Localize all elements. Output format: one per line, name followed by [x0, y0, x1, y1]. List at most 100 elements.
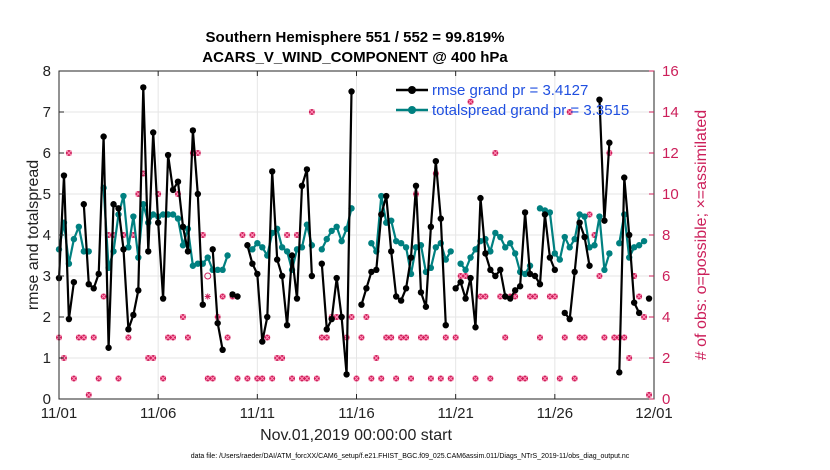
footer-data-file: data file: /Users/raeder/DAI/ATM_forcXX/…: [191, 453, 630, 460]
totalspread-point: [169, 211, 177, 218]
rmse-point: [442, 322, 449, 329]
totalspread-point: [566, 244, 573, 251]
obs-cross-b: [437, 375, 444, 382]
obs-cross-b: [274, 355, 281, 361]
legend-rmse-label: rmse grand pr = 3.4127: [432, 82, 588, 99]
obs-assimilated-point: [100, 293, 107, 300]
rmse-point: [293, 295, 301, 302]
obs-cross-b: [586, 211, 593, 218]
obs-cross-b: [80, 334, 87, 341]
obs-cross-b: [556, 375, 563, 382]
rmse-point: [174, 178, 182, 185]
rmse-point: [169, 186, 177, 194]
totalspread-point: [546, 209, 554, 216]
y2-tick-label: 0: [662, 391, 670, 408]
obs-cross-b: [566, 109, 573, 115]
totalspread-point: [120, 192, 127, 200]
obs-cross-b: [259, 375, 266, 382]
rmse-point: [145, 248, 152, 255]
rmse-point: [80, 201, 87, 208]
rmse-point: [115, 205, 122, 212]
obs-assimilated-point: [85, 391, 92, 398]
rmse-point: [502, 293, 509, 300]
totalspread-point: [368, 240, 375, 247]
rmse-point: [184, 248, 192, 255]
rmse-point: [511, 287, 519, 294]
obs-cross-b: [254, 375, 261, 382]
obs-assimilated-point: [447, 375, 454, 382]
axis-layer: 11/01 11/06 11/11 11/16 11/21 11/26 12/0101234…: [41, 63, 679, 422]
totalspread-point: [487, 248, 494, 255]
obs-cross-b: [611, 334, 618, 341]
rmse-point: [323, 326, 330, 333]
obs-assimilated-point: [125, 334, 132, 341]
rmse-point: [95, 270, 102, 278]
legend: rmse grand pr = 3.4127 totalspread grand…: [396, 82, 629, 119]
obs-assimilated-point: [358, 334, 365, 341]
totalspread-point: [581, 213, 588, 220]
totalspread-line: [459, 231, 531, 275]
rmse-point: [536, 281, 544, 288]
rmse-point: [194, 190, 202, 198]
obs-cross-b: [492, 150, 499, 156]
rmse-point: [546, 254, 554, 261]
obs-cross-b: [502, 334, 509, 341]
obs-assimilated-point: [70, 375, 77, 382]
rmse-point: [363, 285, 370, 292]
data-layer: [55, 84, 653, 398]
obs-assimilated-point: [378, 375, 385, 382]
totalspread-point: [576, 211, 583, 218]
rmse-point: [457, 278, 464, 286]
obs-assimilated-point: [249, 232, 256, 238]
obs-assimilated-point: [442, 334, 449, 341]
obs-assimilated-point: [284, 232, 291, 238]
rmse-point: [576, 219, 583, 226]
obs-assimilated-point: [497, 293, 504, 300]
rmse-point: [566, 315, 573, 323]
rmse-point: [601, 217, 608, 224]
obs-assimilated-point: [259, 375, 266, 382]
totalspread-point: [635, 242, 643, 249]
obs-assimilated-point: [219, 293, 226, 300]
obs-cross-b: [264, 334, 271, 341]
obs-assimilated-point: [393, 375, 400, 382]
obs-assimilated-point: [561, 334, 568, 341]
obs-assimilated-point: [244, 375, 251, 382]
y2-tick-label: 6: [662, 268, 670, 285]
totalspread-point: [467, 254, 474, 261]
x-tick-label: 11/01: [41, 405, 77, 422]
totalspread-point: [219, 266, 226, 274]
y2-tick-label: 2: [662, 350, 670, 367]
rmse-point: [392, 293, 400, 300]
obs-cross-b: [289, 375, 295, 382]
y-tick-label: 3: [43, 268, 51, 285]
totalspread-point: [561, 233, 568, 241]
x-tick-label: 12/01: [635, 405, 673, 422]
obs-assimilated-point: [641, 314, 648, 320]
obs-cross-b: [353, 375, 360, 382]
obs-cross-b: [219, 293, 226, 300]
totalspread-point: [432, 244, 440, 251]
obs-assimilated-point: [254, 375, 261, 382]
obs-assimilated-point: [626, 355, 633, 361]
y-tick-label: 8: [43, 63, 51, 80]
totalspread-point: [259, 244, 266, 251]
rmse-point: [120, 246, 127, 253]
obs-cross-b: [423, 334, 429, 341]
rmse-point: [571, 268, 578, 276]
rmse-point: [427, 223, 435, 230]
obs-assimilated-point: [502, 334, 509, 341]
rmse-point: [308, 272, 316, 280]
y2-tick-label: 16: [662, 63, 679, 80]
rmse-point: [635, 309, 643, 317]
rmse-point: [412, 182, 420, 189]
obs-assimilated-point: [556, 375, 563, 382]
obs-assimilated-point: [239, 232, 246, 238]
obs-assimilated-point: [472, 375, 479, 382]
rmse-point: [244, 242, 251, 249]
rmse-point: [85, 281, 92, 288]
rmse-line: [57, 174, 75, 321]
rmse-point: [541, 211, 549, 218]
obs-assimilated-point: [611, 334, 618, 341]
obs-assimilated-point: [184, 334, 191, 341]
